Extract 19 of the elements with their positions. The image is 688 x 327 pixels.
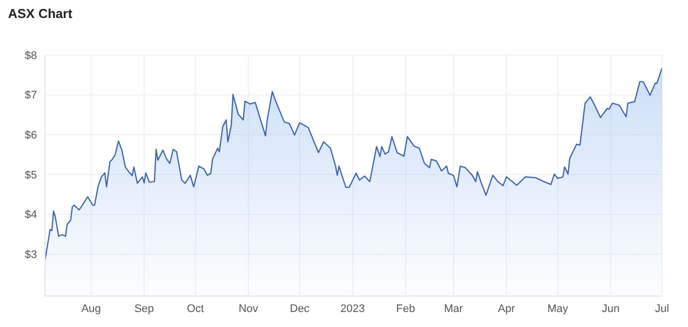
x-tick-label: Dec — [290, 302, 310, 315]
x-tick-label: Mar — [444, 302, 464, 315]
chart-title: ASX Chart — [8, 6, 72, 21]
x-tick-label: Apr — [498, 302, 516, 315]
x-tick-label: Nov — [238, 302, 259, 315]
y-tick-label: $7 — [24, 90, 37, 102]
x-tick-label: Feb — [396, 302, 416, 315]
y-tick-label: $4 — [24, 209, 37, 222]
x-tick-label: Sep — [134, 302, 154, 315]
y-tick-label: $8 — [24, 50, 37, 62]
x-tick-label: Jun — [602, 302, 620, 315]
x-tick-label: 2023 — [340, 302, 365, 315]
x-tick-label: Jul — [654, 302, 670, 315]
x-tick-label: Aug — [81, 302, 101, 315]
y-tick-label: $6 — [24, 130, 37, 142]
x-tick-label: Oct — [186, 302, 204, 315]
y-tick-label: $3 — [24, 249, 37, 262]
x-tick-label: May — [547, 302, 569, 315]
y-tick-label: $5 — [24, 169, 37, 182]
